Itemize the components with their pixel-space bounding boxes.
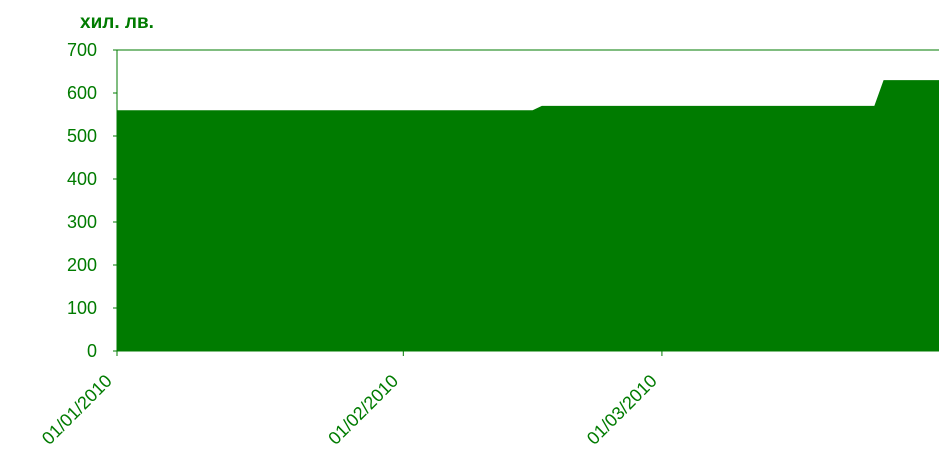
y-tick-label: 100 [67,298,97,318]
x-tick-label: 01/02/2010 [324,371,402,449]
x-tick-label: 01/01/2010 [38,371,116,449]
y-tick-label: 600 [67,83,97,103]
unit-label: хил. лв. [80,12,154,33]
x-tick-label: 01/03/2010 [583,371,661,449]
y-tick-label: 500 [67,126,97,146]
plot-area [117,49,939,351]
y-tick-label: 300 [67,212,97,232]
y-tick-label: 0 [87,341,97,361]
x-axis: 01/01/2010 01/02/2010 01/03/2010 [38,350,939,449]
y-tick-label: 200 [67,255,97,275]
y-tick-label: 700 [67,40,97,60]
y-tick-label: 400 [67,169,97,189]
y-axis: 0 100 200 300 400 500 600 700 [67,40,118,361]
area-series-0 [117,80,939,351]
